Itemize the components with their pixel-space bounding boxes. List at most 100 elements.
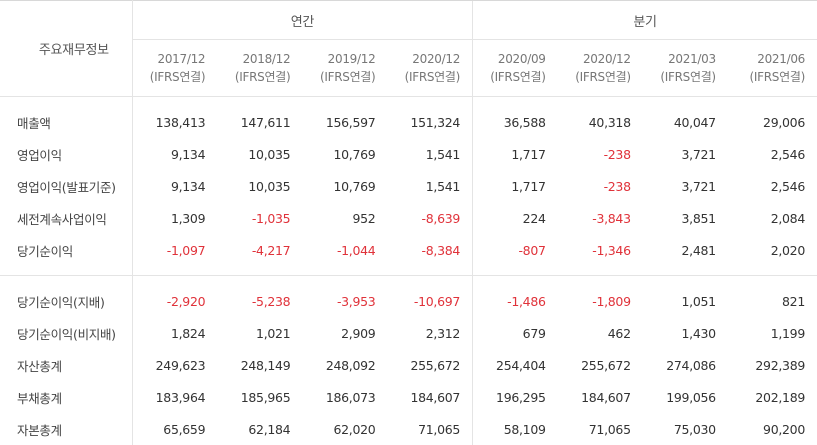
table-row: 자본총계 65,659 62,184 62,020 71,065 58,109 71,065… <box>0 413 817 445</box>
value-cell: 62,184 <box>248 421 291 437</box>
value-cell: -10,697 <box>413 293 461 309</box>
value-cell: 9,134 <box>170 146 206 162</box>
period-date: 2019/12 <box>327 52 376 66</box>
value-cell: 1,199 <box>770 325 806 341</box>
period-date: 2018/12 <box>242 52 291 66</box>
period-basis: (IFRS연결) <box>490 70 546 84</box>
value-cell: -3,953 <box>336 293 376 309</box>
value-cell: 821 <box>782 293 805 309</box>
value-cell: 2,084 <box>770 210 806 226</box>
value-cell: 183,964 <box>155 389 206 405</box>
value-cell: 40,047 <box>673 114 716 130</box>
value-cell: 10,769 <box>333 178 376 194</box>
value-cell: 199,056 <box>666 389 716 405</box>
period-date: 2020/12 <box>412 52 461 66</box>
value-cell: 138,413 <box>155 114 206 130</box>
value-cell: 2,312 <box>425 325 461 341</box>
period-header: 2020/12 (IFRS연결) <box>557 39 643 97</box>
value-cell: 2,020 <box>770 242 806 258</box>
period-basis: (IFRS연결) <box>660 70 716 84</box>
table-row: 세전계속사업이익 1,309 -1,035 952 -8,639 224 -3,843 3,8… <box>0 202 817 234</box>
row-label: 당기순이익 <box>0 234 133 275</box>
period-basis: (IFRS연결) <box>404 70 461 84</box>
value-cell: 274,086 <box>666 357 716 373</box>
period-date: 2021/03 <box>668 52 716 66</box>
value-cell: 196,295 <box>472 381 558 413</box>
value-cell: -1,035 <box>251 210 291 226</box>
value-cell: 248,149 <box>240 357 291 373</box>
value-cell: 184,607 <box>581 389 631 405</box>
value-cell: -8,639 <box>421 210 461 226</box>
period-header: 2017/12 (IFRS연결) <box>132 39 218 97</box>
period-date: 2020/09 <box>497 52 546 66</box>
value-cell: 1,541 <box>425 146 461 162</box>
value-cell: 75,030 <box>673 421 716 437</box>
period-basis: (IFRS연결) <box>749 70 806 84</box>
period-date: 2021/06 <box>757 52 805 66</box>
table-row: 당기순이익(비지배) 1,824 1,021 2,909 2,312 679 462 1,43… <box>0 317 817 349</box>
value-cell: 292,389 <box>755 357 805 373</box>
value-cell: 151,324 <box>410 114 461 130</box>
period-basis: (IFRS연결) <box>575 70 631 84</box>
value-cell: 3,721 <box>681 178 717 194</box>
table-row: 당기순이익 -1,097 -4,217 -1,044 -8,384 -807 -1,346 2… <box>0 234 817 275</box>
value-cell: 255,672 <box>410 357 461 373</box>
value-cell: 9,134 <box>170 178 206 194</box>
value-cell: 62,020 <box>333 421 376 437</box>
value-cell: 186,073 <box>325 389 376 405</box>
row-label: 자본총계 <box>0 413 133 445</box>
value-cell: 10,769 <box>333 146 376 162</box>
section-divider <box>0 275 817 276</box>
value-cell: -2,920 <box>166 293 206 309</box>
value-cell: 202,189 <box>755 389 805 405</box>
period-header: 2020/12 (IFRS연결) <box>387 39 473 97</box>
period-header: 2021/03 (IFRS연결) <box>642 39 728 97</box>
value-cell: 10,035 <box>248 178 291 194</box>
row-label: 매출액 <box>0 96 133 138</box>
value-cell: 156,597 <box>325 114 376 130</box>
value-cell: -238 <box>603 178 631 194</box>
value-cell: 184,607 <box>410 389 461 405</box>
table-row: 당기순이익(지배) -2,920 -5,238 -3,953 -10,697 -1,486… <box>0 275 817 317</box>
value-cell: 10,035 <box>248 146 291 162</box>
value-cell: -8,384 <box>421 242 461 258</box>
table-row: 부채총계 183,964 185,965 186,073 184,607 196,295 1… <box>0 381 817 413</box>
value-cell: 3,851 <box>681 210 717 226</box>
value-cell: 185,965 <box>240 389 291 405</box>
period-basis: (IFRS연결) <box>149 70 206 84</box>
row-label: 영업이익 <box>0 138 133 170</box>
row-header-label: 주요재무정보 <box>0 0 133 97</box>
value-cell: 248,092 <box>325 357 376 373</box>
value-cell: 71,065 <box>588 421 631 437</box>
value-cell: 1,824 <box>170 325 206 341</box>
period-basis: (IFRS연결) <box>319 70 376 84</box>
value-cell: 1,021 <box>256 325 291 341</box>
period-header: 2020/09 (IFRS연결) <box>472 39 558 97</box>
value-cell: 147,611 <box>240 114 291 130</box>
row-label: 당기순이익(지배) <box>0 275 133 317</box>
table-row: 매출액 138,413 147,611 156,597 151,324 36,588 40,… <box>0 96 817 138</box>
quarter-group-header: 분기 <box>472 0 817 40</box>
value-cell: -3,843 <box>592 210 631 226</box>
period-header: 2019/12 (IFRS연결) <box>302 39 388 97</box>
value-cell: 2,546 <box>770 178 806 194</box>
value-cell: 3,721 <box>681 146 717 162</box>
row-label: 부채총계 <box>0 381 133 413</box>
table-row: 영업이익(발표기준) 9,134 10,035 10,769 1,541 1,717 -23… <box>0 170 817 202</box>
value-cell: 952 <box>352 210 376 226</box>
value-cell: 1,717 <box>472 138 558 170</box>
value-cell: 65,659 <box>163 421 206 437</box>
value-cell: 679 <box>472 317 558 349</box>
value-cell: 1,309 <box>170 210 206 226</box>
value-cell: -807 <box>472 234 558 275</box>
value-cell: 2,909 <box>341 325 376 341</box>
value-cell: 40,318 <box>588 114 631 130</box>
row-label: 세전계속사업이익 <box>0 202 133 234</box>
value-cell: 36,588 <box>472 96 558 138</box>
annual-group-header: 연간 <box>132 0 473 40</box>
value-cell: -1,044 <box>336 242 376 258</box>
period-date: 2017/12 <box>157 52 206 66</box>
period-header: 2021/06 (IFRS연결) <box>727 39 817 97</box>
value-cell: 1,541 <box>425 178 461 194</box>
